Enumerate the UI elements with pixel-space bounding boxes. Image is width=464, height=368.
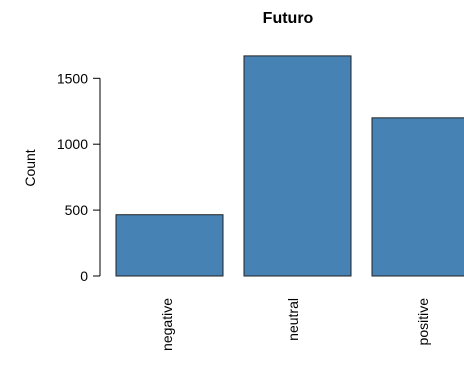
x-tick-label: negative bbox=[159, 298, 175, 351]
x-axis-labels: negative neutral positive bbox=[159, 298, 431, 351]
y-tick-label: 0 bbox=[80, 268, 88, 284]
chart-title: Futuro bbox=[263, 10, 314, 27]
x-tick-label: positive bbox=[415, 298, 431, 346]
y-axis: 0 500 1000 1500 bbox=[57, 70, 101, 284]
bar-positive bbox=[371, 117, 464, 277]
y-tick-label: 1500 bbox=[57, 70, 88, 86]
bars bbox=[115, 55, 464, 277]
y-tick-label: 1000 bbox=[57, 136, 88, 152]
y-axis-label: Count bbox=[22, 149, 38, 186]
bar-negative bbox=[115, 214, 224, 277]
y-tick-label: 500 bbox=[65, 202, 89, 218]
x-tick-label: neutral bbox=[285, 298, 301, 341]
bar-neutral bbox=[243, 55, 352, 277]
